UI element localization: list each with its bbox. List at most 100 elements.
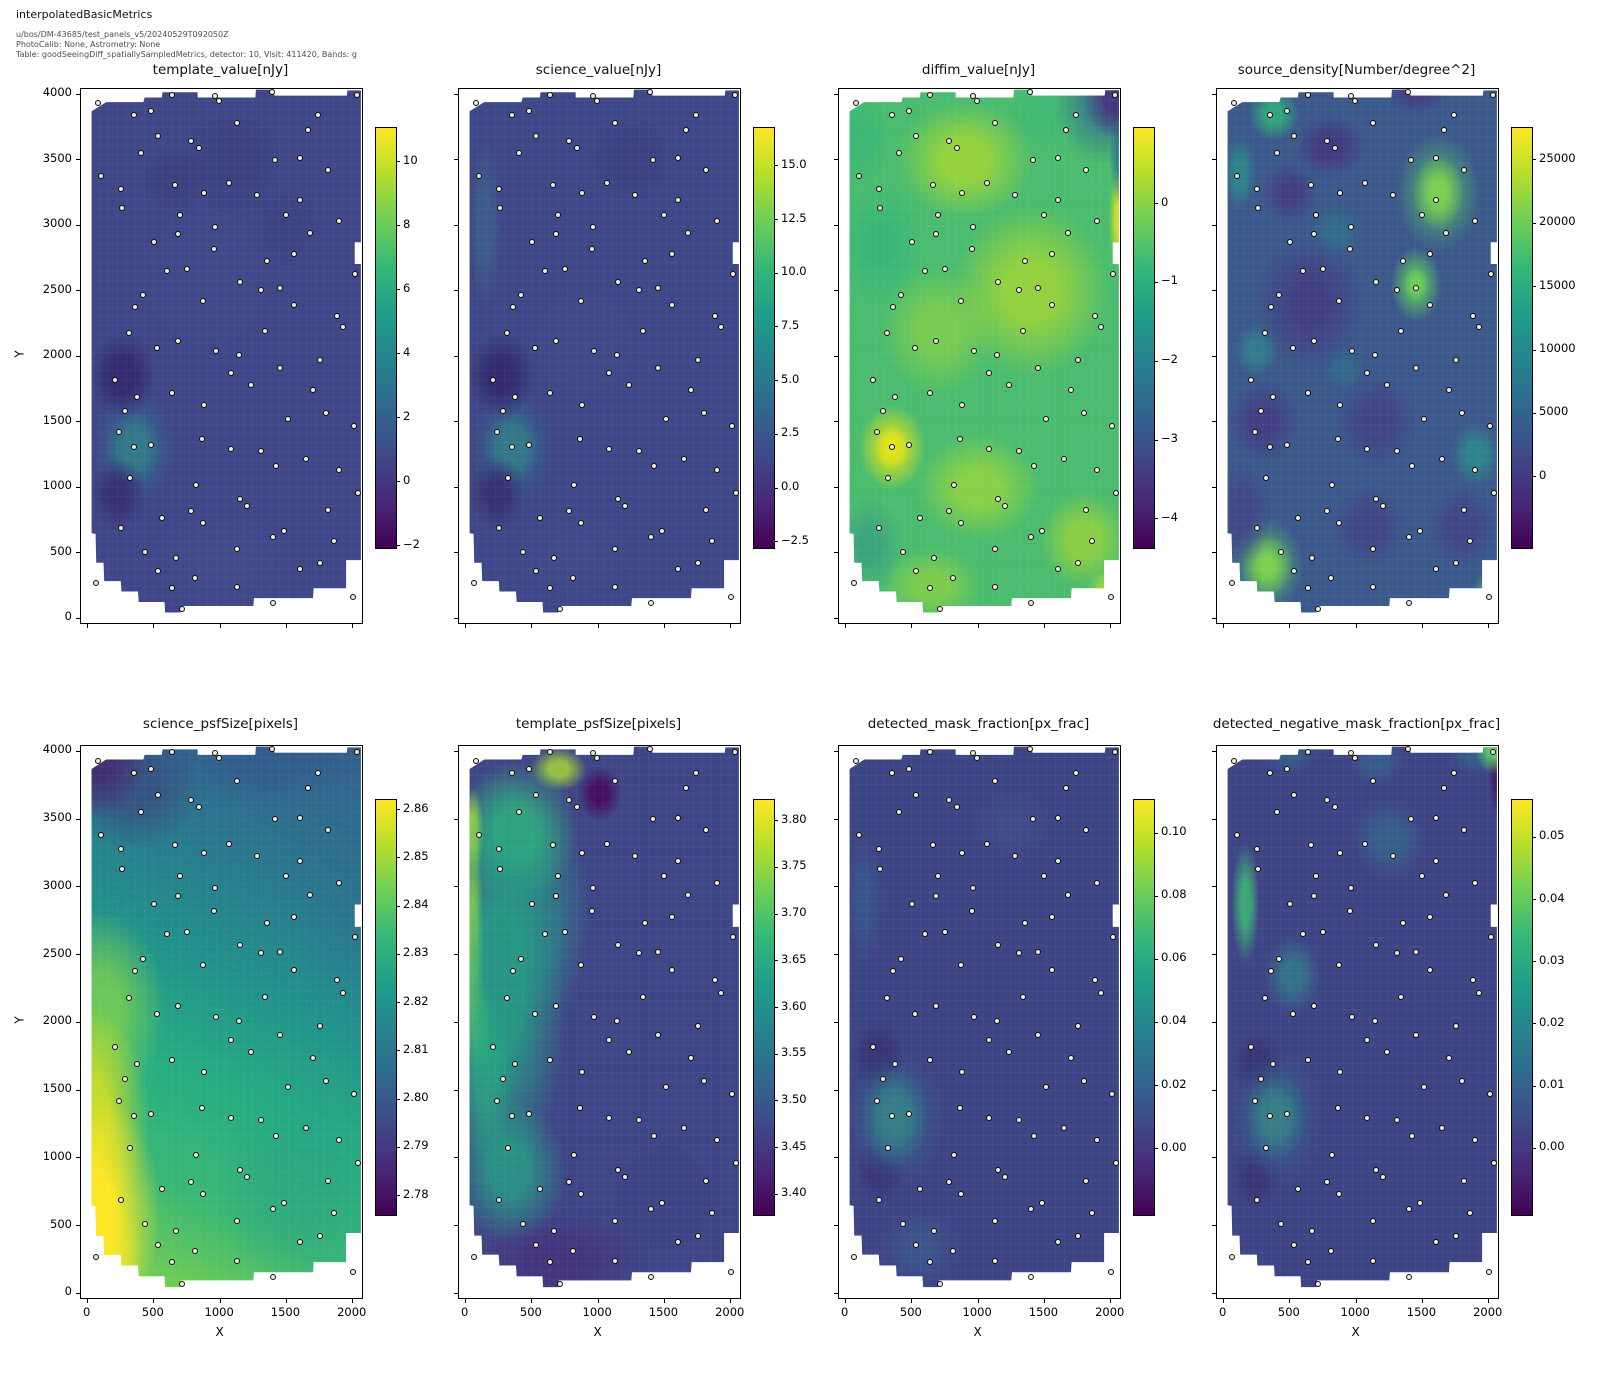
sample-point xyxy=(640,328,647,335)
sample-point xyxy=(1440,126,1447,133)
sample-point xyxy=(625,1049,632,1056)
x-tick-mark xyxy=(219,1299,221,1303)
sample-point xyxy=(518,955,525,962)
sample-point xyxy=(237,496,244,503)
sample-point xyxy=(1404,88,1411,95)
y-tick-mark xyxy=(834,1225,838,1227)
sample-point xyxy=(1082,506,1089,513)
colorbar-tick-label: 15.0 xyxy=(781,156,807,171)
sample-point xyxy=(973,97,980,104)
sample-point xyxy=(1028,1274,1035,1281)
sample-point xyxy=(234,545,241,552)
plot-area xyxy=(454,745,741,1303)
sample-point xyxy=(650,1133,657,1140)
sample-point xyxy=(912,133,919,140)
colorbar-tick-label: −1 xyxy=(1161,273,1178,288)
sample-point xyxy=(1329,1152,1336,1159)
sample-point xyxy=(1427,302,1434,309)
sample-point xyxy=(1451,770,1458,777)
sample-point xyxy=(336,467,343,474)
sample-point xyxy=(877,205,884,212)
sample-point xyxy=(1394,950,1401,957)
sample-point xyxy=(1041,211,1048,218)
colorbar-tick-label: 2.86 xyxy=(403,800,429,815)
sample-point xyxy=(632,852,639,859)
sample-point xyxy=(649,816,656,823)
plot-area xyxy=(834,745,1121,1303)
sample-point xyxy=(1459,1077,1466,1084)
y-tick-mark xyxy=(1212,224,1216,226)
sample-point xyxy=(1472,879,1479,886)
sample-point xyxy=(296,565,303,572)
sample-point xyxy=(889,1112,896,1119)
sample-point xyxy=(674,1238,681,1245)
colorbar-tick-mark xyxy=(396,857,400,859)
sample-point xyxy=(576,435,583,442)
x-tick-mark xyxy=(531,1299,533,1303)
colorbar-tick-mark xyxy=(1154,360,1158,362)
sample-point xyxy=(1432,155,1439,162)
sample-point xyxy=(701,409,708,416)
sample-point xyxy=(946,138,952,145)
sample-point xyxy=(625,382,632,389)
sample-point xyxy=(1290,133,1297,140)
sample-point xyxy=(1082,826,1089,833)
sample-point xyxy=(1328,1248,1334,1255)
y-tick-mark xyxy=(454,1292,458,1294)
sample-point xyxy=(199,519,206,526)
sample-point xyxy=(1289,345,1296,352)
sample-point xyxy=(141,1221,148,1228)
sample-point xyxy=(927,1259,934,1266)
sample-point xyxy=(605,370,612,377)
y-tick-mark xyxy=(76,1292,80,1294)
sample-point xyxy=(1054,565,1061,572)
y-tick-mark xyxy=(76,290,80,292)
sample-point xyxy=(579,850,586,857)
y-tick-mark xyxy=(834,1292,838,1294)
sample-point xyxy=(730,270,737,277)
colorbar-tick-mark xyxy=(1532,222,1536,224)
x-tick-mark xyxy=(977,1299,979,1303)
sample-point xyxy=(283,211,290,218)
x-tick-mark xyxy=(1110,624,1112,628)
sample-point xyxy=(729,422,736,429)
sample-point xyxy=(1394,1116,1401,1123)
sample-point xyxy=(552,1003,559,1010)
panel-title: science_value[nJy] xyxy=(535,62,662,78)
sample-point xyxy=(188,1179,194,1186)
sample-point xyxy=(1489,749,1496,756)
x-tick-mark xyxy=(663,1299,665,1303)
sample-point xyxy=(911,1011,918,1018)
sample-point xyxy=(733,1160,739,1167)
panel-title: diffim_value[nJy] xyxy=(921,62,1036,78)
sample-point xyxy=(957,519,964,526)
sample-point xyxy=(1412,365,1419,372)
sample-point xyxy=(711,312,718,319)
sample-point xyxy=(1324,138,1330,145)
sample-point xyxy=(1029,156,1036,163)
sample-point xyxy=(714,218,721,225)
colorbar-tick-mark xyxy=(1532,349,1536,351)
sample-point xyxy=(992,1257,999,1264)
sample-point xyxy=(1310,893,1317,900)
colorbar-tick-mark xyxy=(1154,281,1158,283)
sample-point xyxy=(270,534,277,541)
sample-point xyxy=(169,1057,176,1064)
sample-point xyxy=(247,1049,254,1056)
colorbar-tick-mark xyxy=(396,953,400,955)
sample-point xyxy=(201,850,208,857)
sample-point xyxy=(1349,348,1356,355)
sample-point xyxy=(234,778,241,785)
sample-point xyxy=(1373,1166,1380,1173)
colorbar-tick-label: 5.0 xyxy=(781,371,800,386)
sample-point xyxy=(148,108,155,115)
sample-point xyxy=(1294,1185,1301,1192)
y-tick-mark xyxy=(1212,552,1216,554)
y-tick-mark xyxy=(454,552,458,554)
sample-point xyxy=(1098,989,1105,996)
sample-point xyxy=(1110,270,1117,277)
sample-point xyxy=(1432,565,1439,572)
sample-point xyxy=(542,931,549,938)
sample-point xyxy=(296,1238,303,1245)
sample-point xyxy=(1452,357,1459,364)
